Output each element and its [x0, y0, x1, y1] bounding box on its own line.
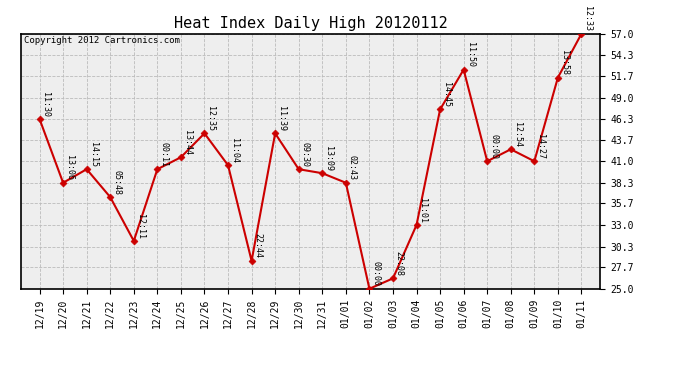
Text: 12:11: 12:11: [136, 213, 145, 238]
Text: Copyright 2012 Cartronics.com: Copyright 2012 Cartronics.com: [23, 36, 179, 45]
Text: 13:06: 13:06: [65, 155, 74, 180]
Text: 11:30: 11:30: [41, 92, 50, 117]
Text: 13:44: 13:44: [183, 130, 192, 155]
Text: 12:54: 12:54: [513, 122, 522, 147]
Text: 22:08: 22:08: [395, 251, 404, 276]
Title: Heat Index Daily High 20120112: Heat Index Daily High 20120112: [174, 16, 447, 31]
Text: 14:45: 14:45: [442, 82, 451, 107]
Text: 00:00: 00:00: [371, 261, 380, 286]
Text: 02:43: 02:43: [348, 155, 357, 180]
Text: 09:30: 09:30: [301, 142, 310, 167]
Text: 14:27: 14:27: [536, 134, 545, 159]
Text: 13:58: 13:58: [560, 50, 569, 75]
Text: 12:33: 12:33: [583, 6, 592, 32]
Text: 22:44: 22:44: [253, 234, 262, 258]
Text: 00:11: 00:11: [159, 142, 168, 167]
Text: 12:35: 12:35: [206, 106, 215, 131]
Text: 11:04: 11:04: [230, 138, 239, 163]
Text: 11:50: 11:50: [466, 42, 475, 67]
Text: 14:15: 14:15: [88, 142, 97, 167]
Text: 05:48: 05:48: [112, 170, 121, 195]
Text: 11:01: 11:01: [418, 198, 427, 223]
Text: 00:00: 00:00: [489, 134, 498, 159]
Text: 11:39: 11:39: [277, 106, 286, 131]
Text: 13:09: 13:09: [324, 146, 333, 171]
